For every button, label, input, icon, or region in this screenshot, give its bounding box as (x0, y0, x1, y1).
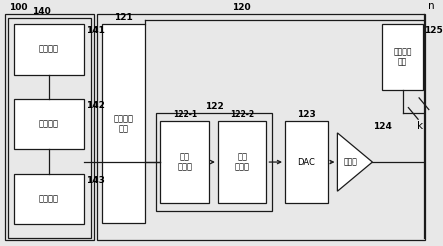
Text: k: k (417, 121, 423, 131)
Bar (14, 174, 84, 224)
Text: 122-1: 122-1 (173, 110, 197, 119)
Text: 124: 124 (373, 122, 392, 131)
Text: n: n (428, 1, 435, 11)
Bar (102, 24, 145, 223)
Text: 120: 120 (232, 3, 251, 12)
Text: DAC: DAC (297, 157, 315, 167)
Bar (14, 24, 84, 75)
Text: 125: 125 (424, 26, 443, 35)
Text: 141: 141 (85, 26, 105, 35)
Text: 缓冲器: 缓冲器 (344, 157, 358, 167)
Text: 140: 140 (32, 7, 51, 16)
Bar (160, 121, 209, 203)
Polygon shape (338, 133, 373, 191)
Bar (14, 99, 84, 149)
Text: 偏置控制
单元: 偏置控制 单元 (393, 47, 412, 67)
Text: 122: 122 (205, 103, 223, 111)
Text: 142: 142 (85, 101, 105, 110)
Text: 123: 123 (297, 110, 316, 119)
Text: 驱动控制
单元: 驱动控制 单元 (113, 114, 133, 133)
Bar (8, 18, 91, 238)
Bar (382, 24, 423, 90)
Text: 接收单元: 接收单元 (39, 45, 58, 54)
Bar (218, 121, 266, 203)
Bar (97, 14, 425, 240)
Text: 第一
锁存器: 第一 锁存器 (177, 152, 192, 172)
Text: 121: 121 (114, 13, 133, 22)
Text: 143: 143 (85, 176, 105, 185)
Text: 第二
锁存器: 第二 锁存器 (235, 152, 249, 172)
Bar (285, 121, 328, 203)
Bar (155, 113, 272, 211)
Text: 控制单元: 控制单元 (39, 120, 58, 129)
Text: 100: 100 (9, 3, 27, 12)
Text: 发送单元: 发送单元 (39, 195, 58, 203)
Bar (5, 14, 94, 240)
Text: 122-2: 122-2 (230, 110, 254, 119)
